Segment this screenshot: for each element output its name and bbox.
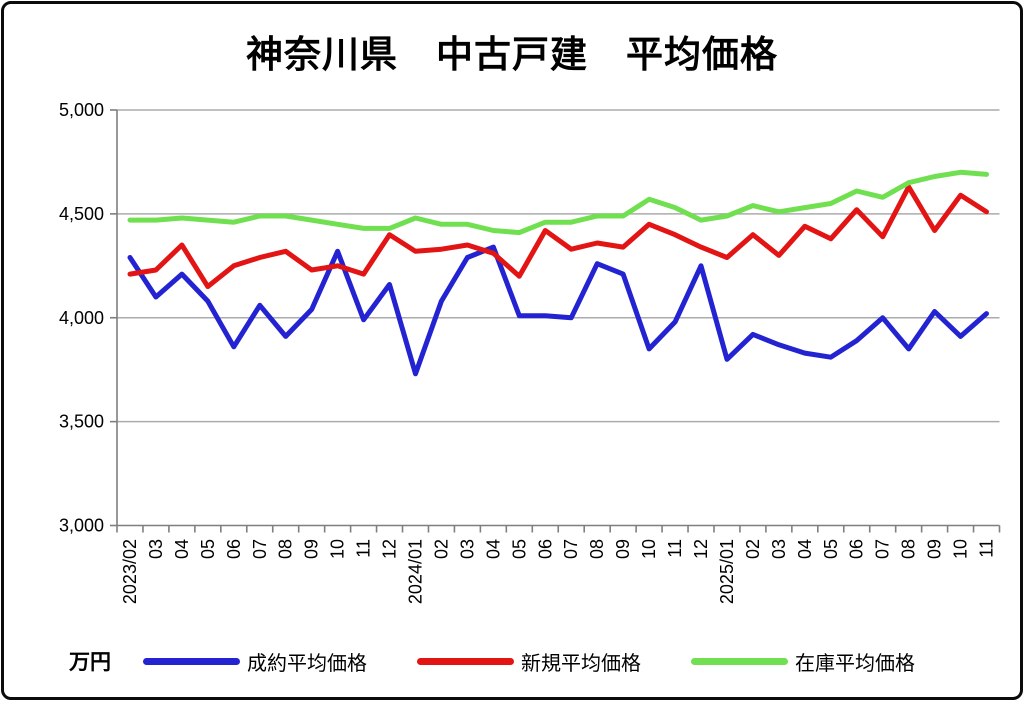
x-axis-tick-label: 07 bbox=[873, 539, 893, 559]
x-axis-tick-label: 08 bbox=[899, 539, 919, 559]
x-axis-tick-label: 09 bbox=[613, 539, 633, 559]
chart-legend: 万円 成約平均価格 新規平均価格 在庫平均価格 bbox=[0, 646, 1024, 676]
series-line-成約平均価格 bbox=[127, 244, 989, 377]
x-axis-tick-label: 09 bbox=[925, 539, 945, 559]
x-axis-tick-label: 2025/01 bbox=[717, 539, 737, 604]
legend-label: 在庫平均価格 bbox=[795, 652, 915, 675]
x-axis-tick-label: 05 bbox=[198, 539, 218, 559]
x-axis-tick-label: 09 bbox=[302, 539, 322, 559]
x-axis-tick-label: 10 bbox=[328, 539, 348, 559]
legend-item-成約平均価格: 成約平均価格 bbox=[143, 647, 367, 676]
x-axis-tick-label: 07 bbox=[250, 539, 270, 559]
line-chart-plot: 3,000 3,500 4,000 4,500 5,000 2023/02 03 04 05 06… bbox=[59, 100, 1001, 604]
x-axis-tick-label: 08 bbox=[587, 539, 607, 559]
legend-item-新規平均価格: 新規平均価格 bbox=[417, 647, 641, 676]
legend-label: 成約平均価格 bbox=[247, 652, 367, 675]
legend-item-在庫平均価格: 在庫平均価格 bbox=[691, 647, 915, 676]
x-axis-tick-label: 12 bbox=[380, 539, 400, 559]
x-axis-tick-label: 06 bbox=[847, 539, 867, 559]
legend-swatch bbox=[691, 657, 788, 665]
x-axis-tick-label: 07 bbox=[561, 539, 581, 559]
x-axis-tick-label: 05 bbox=[821, 539, 841, 559]
legend-swatch bbox=[417, 657, 514, 665]
x-axis-tick-label: 04 bbox=[795, 539, 815, 559]
x-axis-tick-label: 2023/02 bbox=[120, 539, 140, 604]
x-axis-tick-label: 12 bbox=[691, 539, 711, 559]
x-axis-tick-label: 04 bbox=[483, 539, 503, 559]
x-axis-tick-label: 11 bbox=[354, 539, 374, 558]
x-axis-tick-label: 04 bbox=[172, 539, 192, 559]
x-axis-tick-label: 10 bbox=[951, 539, 971, 559]
x-axis-tick-label: 11 bbox=[977, 539, 997, 558]
y-axis-tick-label: 5,000 bbox=[59, 100, 104, 120]
y-axis-tick-label: 4,000 bbox=[59, 308, 104, 328]
legend-label: 新規平均価格 bbox=[521, 652, 641, 675]
x-axis-tick-label: 06 bbox=[224, 539, 244, 559]
x-axis-tick-label: 08 bbox=[276, 539, 296, 559]
x-axis-tick-label: 03 bbox=[769, 539, 789, 559]
series-line-新規平均価格 bbox=[127, 184, 989, 290]
x-axis-tick-label: 11 bbox=[665, 539, 685, 558]
chart-title: 神奈川県 中古戸建 平均価格 bbox=[246, 34, 778, 75]
y-axis-unit-label: 万円 bbox=[69, 651, 111, 674]
y-axis-tick-label: 4,500 bbox=[59, 204, 104, 224]
x-axis-tick-label: 05 bbox=[509, 539, 529, 559]
x-axis-tick-label: 02 bbox=[743, 539, 763, 559]
x-axis-tick-label: 03 bbox=[146, 539, 166, 559]
x-axis-tick-label: 10 bbox=[639, 539, 659, 559]
series-line-在庫平均価格 bbox=[127, 169, 989, 236]
x-axis-tick-label: 06 bbox=[535, 539, 555, 559]
x-axis-tick-label: 03 bbox=[457, 539, 477, 559]
y-axis-tick-label: 3,500 bbox=[59, 412, 104, 432]
x-axis-tick-label: 02 bbox=[431, 539, 451, 559]
legend-swatch bbox=[143, 657, 240, 665]
x-axis-tick-label: 2024/01 bbox=[405, 539, 425, 604]
y-axis-tick-label: 3,000 bbox=[59, 516, 104, 536]
